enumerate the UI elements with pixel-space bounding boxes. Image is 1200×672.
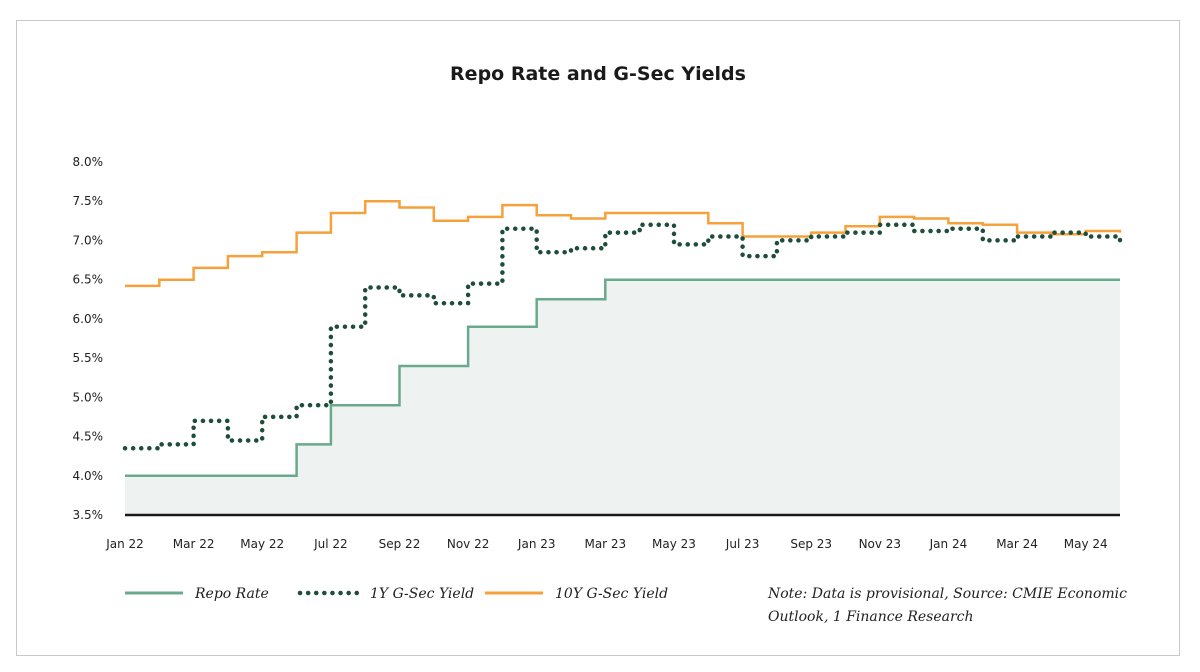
x-tick-label: Jan 22 xyxy=(105,537,144,551)
legend: Repo Rate 1Y G-Sec Yield 10Y G-Sec Yield xyxy=(125,586,668,602)
x-tick-label: May 22 xyxy=(240,537,284,551)
repo-area-layer xyxy=(125,279,1120,515)
y-tick-label: 5.0% xyxy=(73,390,104,404)
source-note: Note: Data is provisional, Source: CMIE … xyxy=(767,586,1127,625)
legend-label-repo-rate: Repo Rate xyxy=(194,586,269,602)
y-tick-label: 6.5% xyxy=(73,273,104,287)
series-line-repo-rate xyxy=(125,278,1120,478)
y-tick-label: 4.5% xyxy=(73,430,104,444)
x-tick-label: Nov 22 xyxy=(447,537,490,551)
x-tick-label: May 23 xyxy=(652,537,696,551)
y-axis-ticks: 3.5% 4.0% 4.5% 5.0% 5.5% 6.0% 6.5% 7.0% 7.5% 8.0% xyxy=(73,155,104,522)
y-tick-label: 7.0% xyxy=(73,233,104,247)
y-tick-label: 6.0% xyxy=(73,312,104,326)
x-tick-label: Mar 22 xyxy=(173,537,215,551)
legend-label-1y-g-sec-yield: 1Y G-Sec Yield xyxy=(370,586,474,602)
x-tick-label: Jul 23 xyxy=(725,537,760,551)
x-tick-label: Jan 23 xyxy=(517,537,556,551)
series-line-1y-g-sec-yield xyxy=(122,222,1123,451)
x-axis-ticks: Jan 22 Mar 22 May 22 Jul 22 Sep 22 Nov 22 Jan … xyxy=(105,537,1107,551)
series-line-10y-g-sec-yield xyxy=(125,199,1122,288)
source-note-line: Outlook, 1 Finance Research xyxy=(768,609,974,625)
legend-label-10y-g-sec-yield: 10Y G-Sec Yield xyxy=(555,586,668,602)
y-tick-label: 3.5% xyxy=(73,508,104,522)
y-tick-label: 4.0% xyxy=(73,469,104,483)
y-tick-label: 7.5% xyxy=(73,194,104,208)
source-note-line: Note: Data is provisional, Source: CMIE … xyxy=(767,586,1127,602)
x-tick-label: Jan 24 xyxy=(929,537,968,551)
x-tick-label: Nov 23 xyxy=(859,537,902,551)
y-tick-label: 5.5% xyxy=(73,351,104,365)
x-tick-label: Sep 23 xyxy=(790,537,832,551)
y-tick-label: 8.0% xyxy=(73,155,104,169)
x-tick-label: May 24 xyxy=(1064,537,1108,551)
x-tick-label: Mar 24 xyxy=(996,537,1038,551)
x-tick-label: Jul 22 xyxy=(313,537,348,551)
series-layer xyxy=(122,199,1123,478)
x-tick-label: Mar 23 xyxy=(584,537,626,551)
repo-rate-area xyxy=(125,279,1120,515)
x-tick-label: Sep 22 xyxy=(379,537,421,551)
chart-title: Repo Rate and G-Sec Yields xyxy=(450,63,746,85)
